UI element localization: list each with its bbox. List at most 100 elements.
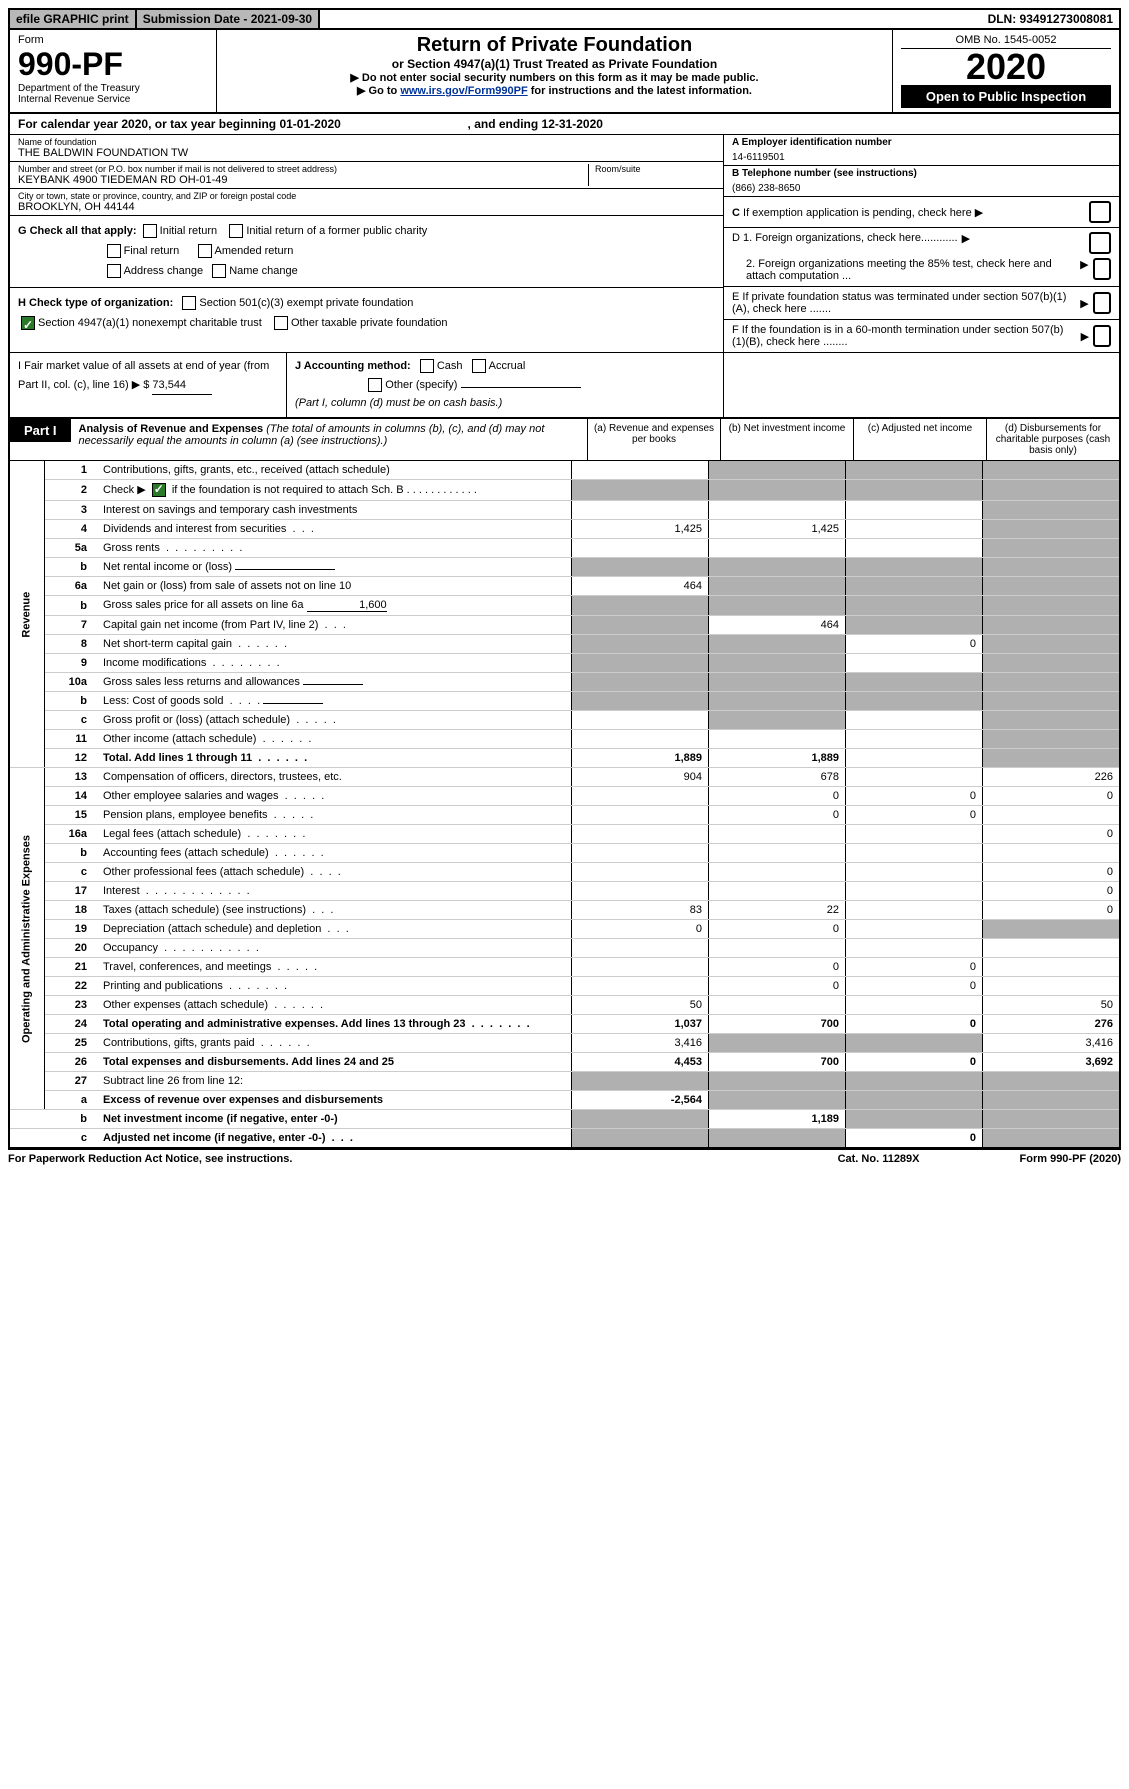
chk-4947[interactable] bbox=[21, 316, 35, 330]
table-row: 8Net short-term capital gain . . . . . .… bbox=[9, 635, 1120, 654]
chk-other-taxable[interactable] bbox=[274, 316, 288, 330]
table-row: 18Taxes (attach schedule) (see instructi… bbox=[9, 901, 1120, 920]
chk-c[interactable] bbox=[1089, 201, 1111, 223]
table-row: bGross sales price for all assets on lin… bbox=[9, 596, 1120, 616]
part1-header: Part I Analysis of Revenue and Expenses … bbox=[8, 419, 1121, 461]
dept-line-2: Internal Revenue Service bbox=[18, 94, 208, 105]
city-label: City or town, state or province, country… bbox=[18, 191, 715, 201]
tax-year: 2020 bbox=[901, 49, 1111, 85]
part1-label: Part I bbox=[10, 419, 71, 442]
part1-table: Revenue 1Contributions, gifts, grants, e… bbox=[8, 461, 1121, 1149]
table-row: Operating and Administrative Expenses 13… bbox=[9, 768, 1120, 787]
table-row: aExcess of revenue over expenses and dis… bbox=[9, 1091, 1120, 1110]
table-row: 7Capital gain net income (from Part IV, … bbox=[9, 616, 1120, 635]
col-b-head: (b) Net investment income bbox=[720, 419, 853, 460]
table-row: Revenue 1Contributions, gifts, grants, e… bbox=[9, 461, 1120, 480]
table-row: 25Contributions, gifts, grants paid . . … bbox=[9, 1034, 1120, 1053]
table-row: 9Income modifications . . . . . . . . bbox=[9, 654, 1120, 673]
table-row: 11Other income (attach schedule) . . . .… bbox=[9, 730, 1120, 749]
form-title: Return of Private Foundation bbox=[225, 34, 884, 57]
table-row: 24Total operating and administrative exp… bbox=[9, 1015, 1120, 1034]
open-public-badge: Open to Public Inspection bbox=[901, 85, 1111, 108]
chk-d1[interactable] bbox=[1089, 232, 1111, 254]
d1-label: D 1. Foreign organizations, check here..… bbox=[732, 232, 958, 254]
chk-other-method[interactable] bbox=[368, 378, 382, 392]
form-label: Form bbox=[18, 34, 208, 46]
table-row: 10aGross sales less returns and allowanc… bbox=[9, 673, 1120, 692]
submission-date: Submission Date - 2021-09-30 bbox=[137, 10, 320, 28]
e-label: E If private foundation status was termi… bbox=[732, 291, 1076, 315]
address: KEYBANK 4900 TIEDEMAN RD OH-01-49 bbox=[18, 174, 588, 186]
chk-final[interactable] bbox=[107, 244, 121, 258]
table-row: 5aGross rents . . . . . . . . . bbox=[9, 539, 1120, 558]
chk-amended[interactable] bbox=[198, 244, 212, 258]
table-row: 26Total expenses and disbursements. Add … bbox=[9, 1053, 1120, 1072]
dln-label: DLN: 93491273008081 bbox=[982, 10, 1119, 28]
i-value: 73,544 bbox=[152, 376, 212, 396]
table-row: 27Subtract line 26 from line 12: bbox=[9, 1072, 1120, 1091]
table-row: cGross profit or (loss) (attach schedule… bbox=[9, 711, 1120, 730]
foundation-name: THE BALDWIN FOUNDATION TW bbox=[18, 147, 715, 159]
chk-cash[interactable] bbox=[420, 359, 434, 373]
chk-initial-return[interactable] bbox=[143, 224, 157, 238]
c-label: C If exemption application is pending, c… bbox=[732, 206, 983, 219]
table-row: bNet investment income (if negative, ent… bbox=[9, 1110, 1120, 1129]
top-bar: efile GRAPHIC print Submission Date - 20… bbox=[8, 8, 1121, 30]
instr-2: ▶ Go to www.irs.gov/Form990PF for instru… bbox=[225, 84, 884, 97]
table-row: 22Printing and publications . . . . . . … bbox=[9, 977, 1120, 996]
table-row: 3Interest on savings and temporary cash … bbox=[9, 501, 1120, 520]
table-row: cOther professional fees (attach schedul… bbox=[9, 863, 1120, 882]
phone-value: (866) 238-8650 bbox=[732, 179, 1111, 194]
col-a-head: (a) Revenue and expenses per books bbox=[587, 419, 720, 460]
table-row: 16aLegal fees (attach schedule) . . . . … bbox=[9, 825, 1120, 844]
table-row: cAdjusted net income (if negative, enter… bbox=[9, 1129, 1120, 1149]
g-checkboxes: G Check all that apply: Initial return I… bbox=[10, 216, 723, 288]
table-row: 23Other expenses (attach schedule) . . .… bbox=[9, 996, 1120, 1015]
chk-sch-b[interactable] bbox=[152, 483, 166, 497]
j-note: (Part I, column (d) must be on cash basi… bbox=[295, 397, 502, 409]
table-row: 14Other employee salaries and wages . . … bbox=[9, 787, 1120, 806]
footer-mid: Cat. No. 11289X bbox=[838, 1153, 920, 1165]
chk-accrual[interactable] bbox=[472, 359, 486, 373]
d2-label: 2. Foreign organizations meeting the 85%… bbox=[732, 258, 1076, 282]
chk-d2[interactable] bbox=[1093, 258, 1111, 280]
phone-label: B Telephone number (see instructions) bbox=[732, 168, 1111, 179]
page-footer: For Paperwork Reduction Act Notice, see … bbox=[8, 1149, 1121, 1168]
expenses-sideband: Operating and Administrative Expenses bbox=[9, 768, 45, 1110]
chk-namechange[interactable] bbox=[212, 264, 226, 278]
addr-label: Number and street (or P.O. box number if… bbox=[18, 164, 588, 174]
city: BROOKLYN, OH 44144 bbox=[18, 201, 715, 213]
chk-initial-former[interactable] bbox=[229, 224, 243, 238]
chk-f[interactable] bbox=[1093, 325, 1111, 347]
table-row: 19Depreciation (attach schedule) and dep… bbox=[9, 920, 1120, 939]
footer-right: Form 990-PF (2020) bbox=[1020, 1153, 1121, 1165]
f-label: F If the foundation is in a 60-month ter… bbox=[732, 324, 1077, 348]
table-row: bAccounting fees (attach schedule) . . .… bbox=[9, 844, 1120, 863]
chk-e[interactable] bbox=[1093, 292, 1111, 314]
footer-left: For Paperwork Reduction Act Notice, see … bbox=[8, 1153, 292, 1165]
irs-link[interactable]: www.irs.gov/Form990PF bbox=[400, 85, 527, 97]
ein-label: A Employer identification number bbox=[732, 137, 1111, 148]
form-header: Form 990-PF Department of the Treasury I… bbox=[8, 30, 1121, 114]
table-row: 12Total. Add lines 1 through 11 . . . . … bbox=[9, 749, 1120, 768]
entity-info: Name of foundation THE BALDWIN FOUNDATIO… bbox=[8, 135, 1121, 353]
room-label: Room/suite bbox=[595, 164, 715, 174]
col-d-head: (d) Disbursements for charitable purpose… bbox=[986, 419, 1119, 460]
h-checkboxes: H Check type of organization: Section 50… bbox=[10, 288, 723, 340]
name-label: Name of foundation bbox=[18, 137, 715, 147]
part1-title: Analysis of Revenue and Expenses bbox=[79, 423, 264, 435]
efile-button[interactable]: efile GRAPHIC print bbox=[10, 10, 137, 28]
calendar-year-row: For calendar year 2020, or tax year begi… bbox=[8, 114, 1121, 135]
table-row: bNet rental income or (loss) bbox=[9, 558, 1120, 577]
ein-value: 14-6119501 bbox=[732, 148, 1111, 163]
table-row: 21Travel, conferences, and meetings . . … bbox=[9, 958, 1120, 977]
instr-1: ▶ Do not enter social security numbers o… bbox=[225, 71, 884, 84]
table-row: 6aNet gain or (loss) from sale of assets… bbox=[9, 577, 1120, 596]
i-label: I Fair market value of all assets at end… bbox=[18, 360, 269, 391]
col-c-head: (c) Adjusted net income bbox=[853, 419, 986, 460]
table-row: 17Interest . . . . . . . . . . . .0 bbox=[9, 882, 1120, 901]
chk-501c3[interactable] bbox=[182, 296, 196, 310]
form-subtitle: or Section 4947(a)(1) Trust Treated as P… bbox=[225, 57, 884, 71]
chk-address[interactable] bbox=[107, 264, 121, 278]
form-number: 990-PF bbox=[18, 46, 208, 83]
